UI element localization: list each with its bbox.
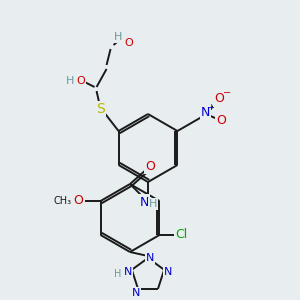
Text: O: O: [217, 115, 226, 128]
Text: O: O: [124, 38, 133, 48]
Text: H: H: [149, 199, 157, 209]
Text: H: H: [66, 76, 75, 86]
Text: O: O: [214, 92, 224, 106]
Text: −: −: [224, 88, 232, 98]
Text: CH₃: CH₃: [53, 196, 72, 206]
Text: H: H: [114, 32, 123, 42]
Text: N: N: [132, 288, 140, 298]
Text: H: H: [114, 269, 122, 279]
Text: +: +: [207, 103, 214, 112]
Text: N: N: [146, 253, 154, 263]
Text: O: O: [145, 160, 155, 172]
Text: O: O: [74, 194, 83, 208]
Text: Cl: Cl: [175, 229, 188, 242]
Text: methoxy: methoxy: [57, 201, 64, 202]
Text: N: N: [164, 267, 172, 277]
Text: N: N: [124, 267, 132, 277]
Text: N: N: [201, 106, 210, 119]
Text: N: N: [139, 196, 149, 208]
Text: O: O: [76, 76, 85, 86]
Text: S: S: [96, 102, 105, 116]
